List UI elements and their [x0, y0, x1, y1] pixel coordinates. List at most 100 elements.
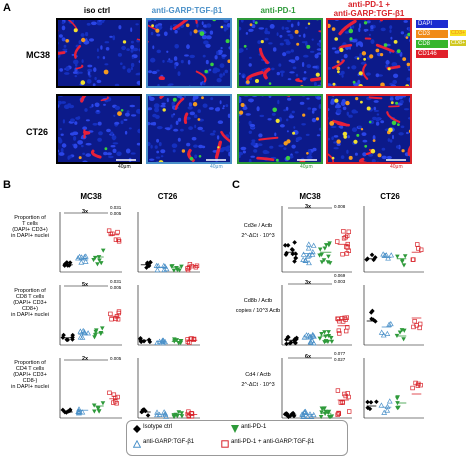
col-header-iso-ctrl: iso ctrl [83, 6, 111, 15]
scale-bar-label-4: 40μm [390, 164, 403, 170]
b-mc38-row1-point [82, 258, 89, 264]
b-ct26-row1-point [144, 265, 149, 270]
c-ct26-row1-point [399, 259, 405, 264]
c-mc38-row1-point [344, 244, 349, 250]
b-mc38-row2-point [113, 316, 118, 322]
c-ct26-row1-point [369, 252, 375, 258]
c-mc38-row2-point [343, 328, 349, 334]
c-mc38-row2-point [337, 331, 342, 336]
c-mc38-row2-point [310, 332, 316, 339]
stain-cd8: CD8 [416, 40, 448, 48]
b-p-1b: 0.005 [110, 211, 122, 216]
c-mc38-row3-point [301, 408, 308, 415]
b-mc38-row3-point [64, 410, 69, 415]
c-mc38-row1-point [310, 242, 317, 248]
c-mc38-row1-point [341, 236, 347, 241]
c-mc38-row3-point [335, 388, 341, 393]
c-title-ct26: CT26 [380, 192, 400, 201]
c-mc38-row1-point [305, 245, 312, 251]
micrograph-ct26-1 [56, 94, 142, 164]
c-ylabel-cd4: Cd4 / Actb [245, 372, 271, 378]
panel-letter-a: A [3, 2, 11, 14]
c-ct26-row2-point [380, 332, 387, 338]
c-ct26-row3-point [384, 403, 391, 409]
c-mc38-row1-point [302, 257, 309, 264]
c-mc38-row2-point [323, 339, 329, 344]
b-ct26-row1-point [171, 268, 177, 273]
row-label-ct26: CT26 [26, 127, 49, 137]
c-ct26-row2-point [417, 321, 423, 327]
micrograph-ct26-3 [237, 94, 323, 164]
c-mc38-row3-point [327, 414, 333, 420]
b-ylabel-t-cells: Proportion of T cells (DAPI+ CD3+) in DA… [11, 215, 49, 239]
b-ylabel-cd8: Proportion of CD8 T cells (DAPI+ CD3+ CD… [11, 288, 49, 318]
b-mc38-row2-point [99, 326, 105, 331]
c-mc38-row3-point [319, 410, 324, 415]
b-ct26-row2-point [176, 341, 182, 346]
stain-cd3: CD3 [416, 30, 448, 38]
b-ct26-row1-point [153, 262, 160, 268]
b-mc38-row2-point [115, 317, 121, 322]
c-ylabel-cd8b: Cd8b / Actb [243, 298, 273, 304]
c-mc38-row2-point [336, 328, 342, 333]
b-ct26-row1-point [154, 266, 161, 273]
c-mc38-row2-point [328, 335, 334, 341]
b-ct26-row2-point [174, 338, 180, 343]
b-ylabel-cd4: Proportion of CD4 T cells (DAPI+ CD3+ CD… [11, 360, 49, 390]
b-mc38-row3-point [75, 408, 82, 415]
panel-letter-b: B [3, 179, 11, 191]
b-mc38-row2-point [93, 333, 98, 338]
c-ct26-row1-point [380, 251, 387, 257]
c-ct26-row2-point [369, 316, 374, 322]
b-mc38-row2-point [77, 328, 84, 334]
c-mc38-row1-point [341, 229, 346, 234]
c-ct26-row3-point [374, 399, 379, 405]
b-ct26-row3-point [161, 409, 168, 415]
c-mc38-row2-point [284, 341, 289, 347]
b-ct26-row1-point [193, 265, 199, 270]
c-ct26-row1-point [385, 255, 391, 261]
b-ct26-row3-point [179, 411, 185, 416]
c-mc38-row1-point [300, 256, 307, 262]
c-mc38-row1-point [306, 252, 313, 258]
b-mc38-row3-point [96, 409, 102, 414]
c-mc38-row1-point [321, 258, 327, 263]
b-ct26-row3-point [186, 409, 191, 414]
b-mc38-row2-point [80, 327, 87, 334]
b-p-1a: 0.031 [110, 205, 122, 210]
c-mc38-row2-point [309, 337, 315, 344]
c-p-2a: 0.069 [334, 273, 346, 278]
b-mc38-row2-point [94, 328, 99, 333]
b-ct26-row2-point [154, 339, 161, 346]
micrograph-ct26-4 [326, 94, 412, 164]
b-mc38-row2-point [108, 311, 113, 317]
c-mc38-row2-point [292, 340, 298, 345]
stain-side-cd3plus: CD3+ [450, 30, 467, 36]
b-ct26-row3-point [140, 409, 145, 414]
c-mc38-row2-point [286, 334, 291, 340]
col-header-combo: anti-PD-1 + anti-GARP:TGF-β1 [333, 0, 405, 18]
b-title-mc38: MC38 [80, 192, 102, 201]
c-ct26-row3-point [384, 407, 391, 413]
b-ct26-row1-point [146, 263, 152, 269]
c-mc38-row1-point [290, 247, 295, 253]
stain-cd146: CD146 [416, 50, 448, 58]
c-ct26-row2-point [412, 319, 417, 324]
c-ct26-row3-point [381, 409, 388, 415]
b-mc38-row3-point [91, 403, 97, 408]
c-ct26-row1-point [411, 257, 416, 262]
c-ct26-row2-point [401, 328, 407, 333]
b-mc38-row1-point [97, 258, 102, 263]
c-p-3a: 0.077 [334, 351, 346, 356]
c-mc38-row1-point [282, 242, 288, 248]
b-ct26-row2-point [185, 337, 190, 342]
c-fold-1: 3x [305, 204, 312, 210]
c-ct26-row2-point [368, 310, 374, 315]
c-mc38-row3-point [283, 411, 289, 416]
c-ct26-row3-point [378, 402, 385, 408]
b-ct26-row3-point [141, 407, 147, 413]
legend-marker-garp [133, 440, 141, 448]
c-ct26-row1-point [415, 242, 420, 247]
legend-label-isotype: Isotype ctrl [143, 424, 173, 430]
